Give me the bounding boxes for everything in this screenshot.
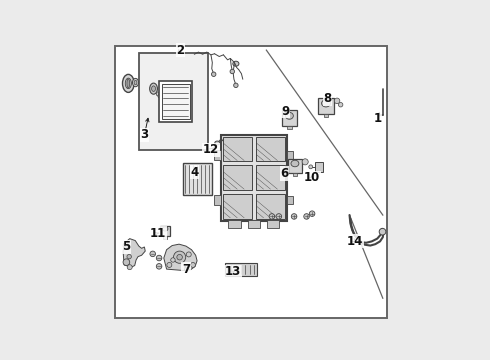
- Text: 7: 7: [182, 262, 190, 276]
- Circle shape: [171, 258, 175, 262]
- Circle shape: [186, 252, 191, 257]
- Circle shape: [212, 72, 216, 76]
- Circle shape: [269, 214, 275, 219]
- Bar: [214, 150, 220, 161]
- Text: 3: 3: [140, 128, 148, 141]
- Circle shape: [304, 214, 309, 219]
- Circle shape: [123, 259, 130, 266]
- Text: 12: 12: [203, 143, 219, 157]
- Ellipse shape: [149, 83, 157, 94]
- Bar: [287, 151, 293, 159]
- Circle shape: [309, 165, 313, 169]
- Bar: [287, 196, 293, 204]
- Ellipse shape: [122, 75, 134, 93]
- Bar: [315, 162, 323, 172]
- Ellipse shape: [291, 160, 299, 167]
- Ellipse shape: [134, 80, 137, 85]
- Ellipse shape: [233, 61, 239, 66]
- Bar: [318, 98, 334, 114]
- Bar: [160, 226, 170, 236]
- Ellipse shape: [151, 86, 155, 91]
- Bar: [163, 236, 168, 239]
- Circle shape: [276, 214, 282, 219]
- Circle shape: [339, 103, 343, 107]
- Text: 8: 8: [323, 92, 331, 105]
- Circle shape: [292, 214, 297, 219]
- Circle shape: [156, 264, 162, 269]
- Bar: [282, 111, 296, 126]
- Bar: [214, 195, 220, 205]
- Text: 2: 2: [176, 44, 185, 57]
- Circle shape: [379, 228, 386, 235]
- Circle shape: [156, 255, 162, 261]
- Circle shape: [177, 255, 182, 260]
- Ellipse shape: [158, 94, 160, 98]
- Ellipse shape: [127, 79, 130, 88]
- Bar: [248, 220, 260, 228]
- Circle shape: [302, 159, 308, 165]
- Text: 14: 14: [347, 235, 363, 248]
- Ellipse shape: [125, 78, 131, 89]
- Circle shape: [309, 211, 315, 216]
- Circle shape: [191, 262, 196, 267]
- Text: 5: 5: [122, 240, 130, 253]
- Bar: [287, 126, 292, 129]
- Bar: [139, 53, 208, 150]
- Ellipse shape: [215, 141, 220, 145]
- Circle shape: [127, 255, 131, 259]
- Text: 11: 11: [150, 226, 167, 240]
- Bar: [256, 194, 285, 219]
- Bar: [267, 220, 279, 228]
- Polygon shape: [164, 244, 197, 270]
- Circle shape: [173, 251, 186, 263]
- Circle shape: [150, 251, 155, 257]
- Text: 10: 10: [304, 171, 320, 184]
- Bar: [162, 84, 190, 119]
- Circle shape: [123, 243, 128, 248]
- Circle shape: [167, 262, 172, 267]
- Bar: [288, 158, 302, 173]
- Ellipse shape: [163, 227, 168, 231]
- Bar: [222, 165, 252, 190]
- Bar: [324, 114, 328, 117]
- Polygon shape: [123, 239, 145, 267]
- Bar: [228, 220, 241, 228]
- Text: 9: 9: [282, 105, 290, 118]
- Circle shape: [234, 83, 238, 87]
- Text: 6: 6: [280, 167, 289, 180]
- Circle shape: [334, 98, 340, 104]
- Bar: [182, 163, 212, 195]
- Bar: [222, 136, 252, 161]
- Text: 13: 13: [225, 265, 241, 278]
- Text: 4: 4: [190, 166, 198, 179]
- Text: 1: 1: [373, 112, 381, 125]
- Bar: [222, 194, 252, 219]
- Ellipse shape: [321, 100, 330, 107]
- Ellipse shape: [285, 112, 294, 119]
- Ellipse shape: [156, 92, 159, 96]
- Bar: [224, 264, 257, 276]
- Bar: [293, 173, 297, 176]
- Bar: [220, 135, 287, 221]
- Bar: [159, 81, 193, 122]
- Bar: [256, 136, 285, 161]
- Bar: [256, 165, 285, 190]
- Circle shape: [230, 69, 235, 74]
- Circle shape: [127, 265, 132, 270]
- Ellipse shape: [132, 78, 139, 87]
